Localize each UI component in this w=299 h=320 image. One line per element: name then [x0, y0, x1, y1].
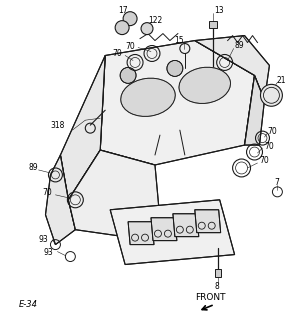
- Polygon shape: [245, 76, 264, 145]
- Text: 93: 93: [39, 235, 48, 244]
- Text: 89: 89: [29, 164, 38, 172]
- Text: 93: 93: [43, 248, 53, 257]
- Text: 70: 70: [260, 156, 269, 164]
- Text: 8: 8: [215, 282, 219, 291]
- Polygon shape: [68, 150, 160, 240]
- Text: 13: 13: [215, 6, 224, 15]
- Text: 70: 70: [42, 188, 52, 197]
- Polygon shape: [173, 214, 199, 237]
- Polygon shape: [100, 41, 254, 165]
- Polygon shape: [151, 218, 177, 241]
- Text: 7: 7: [274, 178, 279, 188]
- Circle shape: [260, 84, 282, 106]
- Ellipse shape: [179, 67, 231, 103]
- Polygon shape: [209, 21, 217, 28]
- Polygon shape: [195, 210, 221, 233]
- Text: 70: 70: [112, 49, 122, 58]
- Text: 70: 70: [125, 42, 135, 51]
- Polygon shape: [60, 55, 105, 200]
- Circle shape: [123, 12, 137, 26]
- Polygon shape: [110, 200, 235, 265]
- Polygon shape: [128, 222, 154, 244]
- Text: E-34: E-34: [19, 300, 38, 309]
- Circle shape: [167, 60, 183, 76]
- Ellipse shape: [121, 78, 175, 116]
- Circle shape: [120, 68, 136, 83]
- Polygon shape: [45, 155, 75, 244]
- Polygon shape: [195, 36, 269, 100]
- Text: 70: 70: [267, 127, 277, 136]
- Circle shape: [115, 21, 129, 35]
- Text: FRONT: FRONT: [195, 293, 225, 302]
- Text: 318: 318: [51, 121, 65, 130]
- Polygon shape: [215, 269, 221, 277]
- Circle shape: [141, 23, 153, 35]
- Text: 15: 15: [174, 36, 184, 45]
- Text: 89: 89: [235, 41, 244, 50]
- Text: 70: 70: [264, 141, 274, 151]
- Text: 21: 21: [276, 76, 286, 85]
- Text: 17: 17: [118, 6, 128, 15]
- Text: 122: 122: [148, 16, 162, 25]
